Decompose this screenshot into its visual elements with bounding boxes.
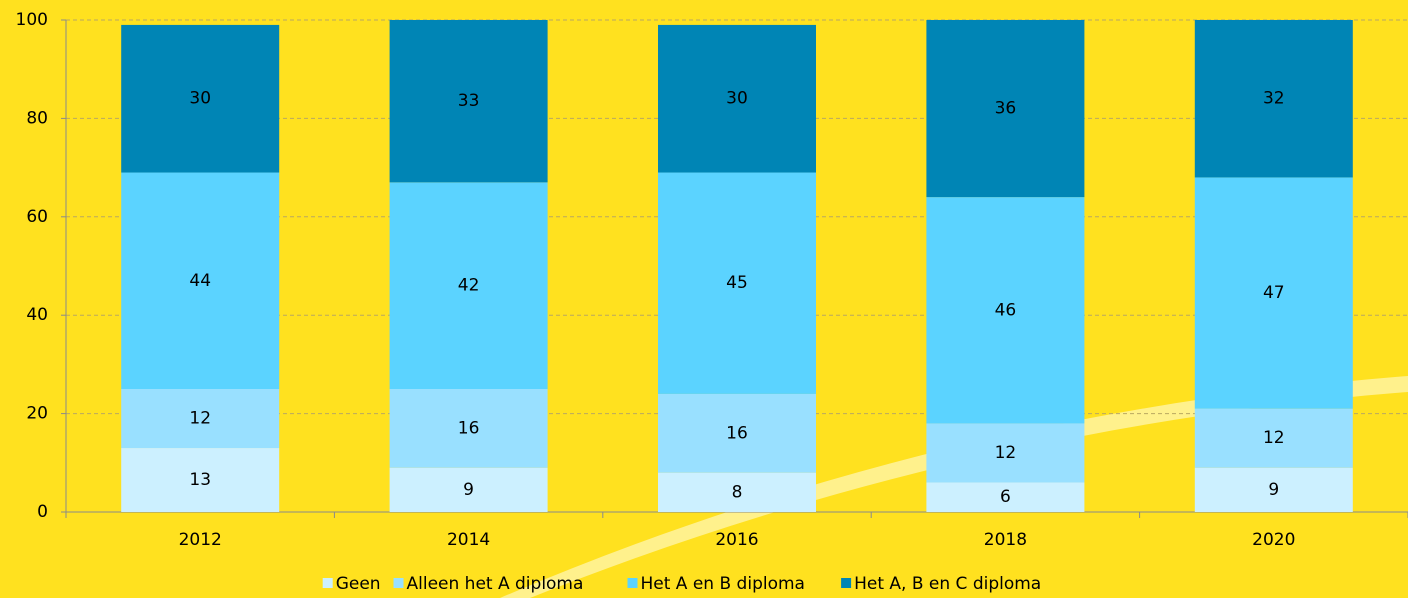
legend-swatch <box>628 578 638 588</box>
data-label: 16 <box>726 423 748 443</box>
x-tick-label: 2012 <box>179 530 222 550</box>
legend-label: Het A en B diploma <box>641 574 805 594</box>
data-label: 45 <box>726 273 748 293</box>
data-label: 6 <box>1000 487 1011 507</box>
data-label: 33 <box>458 91 480 111</box>
data-label: 32 <box>1263 89 1285 109</box>
legend-label: Geen <box>336 574 381 594</box>
legend-swatch <box>323 578 333 588</box>
data-label: 12 <box>1263 428 1285 448</box>
x-tick-label: 2018 <box>984 530 1027 550</box>
data-label: 8 <box>732 482 743 502</box>
data-label: 9 <box>463 480 474 500</box>
y-tick-label: 80 <box>26 108 48 128</box>
y-tick-label: 20 <box>26 404 48 424</box>
data-label: 47 <box>1263 283 1285 303</box>
data-label: 46 <box>995 300 1017 320</box>
data-label: 13 <box>189 470 211 490</box>
data-label: 30 <box>726 89 748 109</box>
x-tick-label: 2020 <box>1252 530 1295 550</box>
legend-swatch <box>394 578 404 588</box>
chart: 0 20 40 60 80 100 2012 13 12 44 30 2014 9 16 42 33 2016 8… <box>0 0 1408 598</box>
data-label: 9 <box>1268 480 1279 500</box>
x-tick-label: 2014 <box>447 530 490 550</box>
y-tick-label: 0 <box>37 502 48 522</box>
data-label: 12 <box>995 443 1017 463</box>
data-label: 12 <box>189 409 211 429</box>
y-tick-label: 60 <box>26 207 48 227</box>
data-label: 30 <box>189 89 211 109</box>
x-tick-label: 2016 <box>715 530 758 550</box>
data-label: 42 <box>458 276 480 296</box>
data-label: 36 <box>995 99 1017 119</box>
data-label: 44 <box>189 271 211 291</box>
data-label: 16 <box>458 418 480 438</box>
legend-label: Alleen het A diploma <box>407 574 584 594</box>
legend-swatch <box>841 578 851 588</box>
legend-label: Het A, B en C diploma <box>854 574 1041 594</box>
y-tick-label: 100 <box>16 10 48 30</box>
y-tick-label: 40 <box>26 305 48 325</box>
